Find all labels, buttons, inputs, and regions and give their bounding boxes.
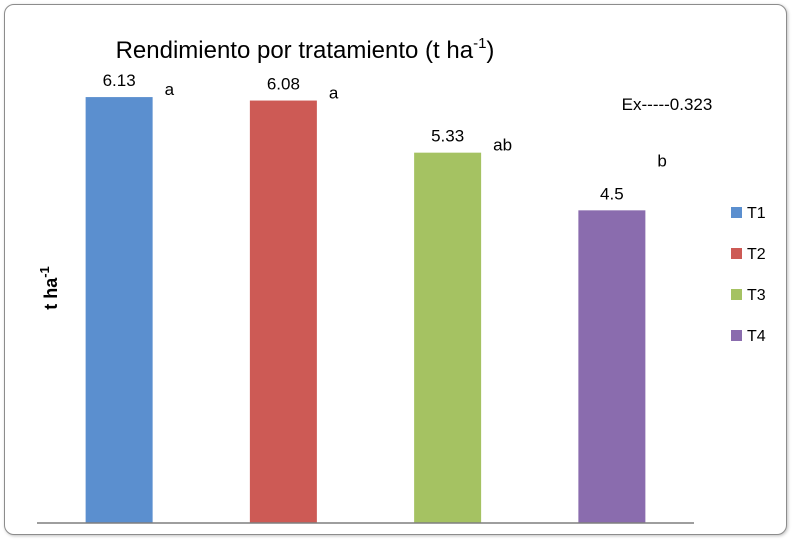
bar-t3 bbox=[414, 152, 482, 523]
value-labels-group: 6.13 6.08 5.33 4.5 bbox=[103, 71, 624, 203]
chart-title: Rendimiento por tratamiento (t ha-1) bbox=[116, 35, 495, 64]
bar-t1 bbox=[85, 97, 153, 523]
significance-letter-t2: a bbox=[329, 84, 339, 103]
value-label-t2: 6.08 bbox=[267, 75, 300, 94]
legend-swatch-t1 bbox=[731, 207, 742, 218]
legend-label-t2: T2 bbox=[747, 246, 766, 263]
legend-label-t4: T4 bbox=[747, 328, 766, 345]
bars-group bbox=[85, 97, 646, 524]
legend-label-t1: T1 bbox=[747, 205, 766, 222]
value-label-t1: 6.13 bbox=[103, 71, 136, 90]
legend-swatch-t3 bbox=[731, 289, 742, 300]
value-label-t3: 5.33 bbox=[431, 127, 464, 146]
legend: T1 T2 T3 T4 bbox=[731, 205, 766, 345]
legend-swatch-t4 bbox=[731, 330, 742, 341]
significance-letter-t3: ab bbox=[493, 136, 512, 155]
significance-letters-group: a a ab b bbox=[165, 80, 667, 170]
bar-t2 bbox=[249, 100, 317, 524]
y-axis-label: t ha-1 bbox=[37, 266, 61, 310]
significance-letter-t1: a bbox=[165, 80, 175, 99]
bar-t4 bbox=[578, 210, 646, 524]
legend-label-t3: T3 bbox=[747, 287, 766, 304]
error-annotation: Ex-----0.323 bbox=[622, 95, 713, 114]
legend-swatch-t2 bbox=[731, 248, 742, 259]
value-label-t4: 4.5 bbox=[600, 184, 624, 203]
significance-letter-t4: b bbox=[657, 151, 666, 170]
